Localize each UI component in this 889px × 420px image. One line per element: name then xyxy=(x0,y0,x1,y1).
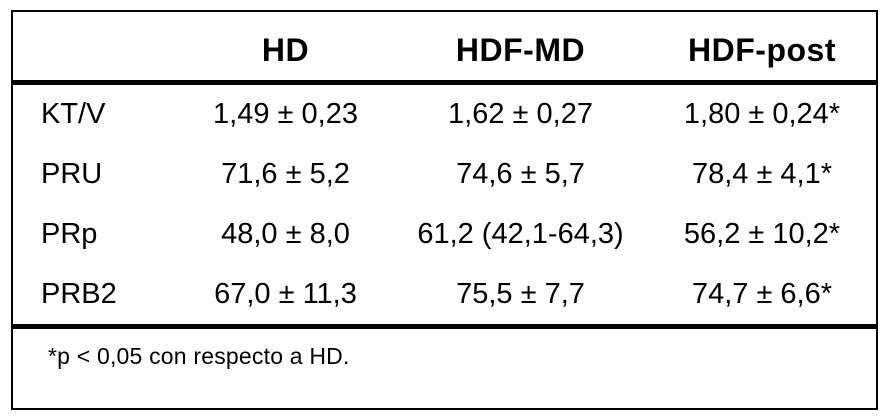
header-divider-rule xyxy=(13,80,876,85)
value-prp-hdf-md: 61,2 (42,1-64,3) xyxy=(417,217,624,250)
table-body: KT/V 1,49 ± 0,23 1,62 ± 0,27 1,80 ± 0,24… xyxy=(13,85,876,324)
footnote-text: *p < 0,05 con respecto a HD. xyxy=(48,343,350,369)
row-label: KT/V xyxy=(41,98,106,131)
table-row-prb2: PRB2 67,0 ± 11,3 75,5 ± 7,7 74,7 ± 6,6* xyxy=(13,264,876,324)
value-ktv-hd: 1,49 ± 0,23 xyxy=(213,98,358,131)
column-header-hdf-md: HDF-MD xyxy=(455,31,586,68)
column-header-hd: HD xyxy=(261,31,310,68)
results-table: HD HDF-MD HDF-post KT/V 1,49 ± 0,23 1,62… xyxy=(11,10,878,410)
table-header-row: HD HDF-MD HDF-post xyxy=(13,12,876,80)
column-header-hdf-post: HDF-post xyxy=(688,31,836,68)
value-ktv-hdf-post: 1,80 ± 0,24* xyxy=(683,98,841,131)
value-prb2-hd: 67,0 ± 11,3 xyxy=(214,277,357,310)
row-label: PRp xyxy=(41,217,98,250)
value-prb2-hdf-md: 75,5 ± 7,7 xyxy=(456,277,585,310)
table-row-ktv: KT/V 1,49 ± 0,23 1,62 ± 0,27 1,80 ± 0,24… xyxy=(13,85,876,145)
row-label: PRB2 xyxy=(41,277,117,310)
value-pru-hd: 71,6 ± 5,2 xyxy=(221,158,350,191)
value-pru-hdf-post: 78,4 ± 4,1* xyxy=(691,158,833,191)
value-prp-hd: 48,0 ± 8,0 xyxy=(221,217,350,250)
table-row-pru: PRU 71,6 ± 5,2 74,6 ± 5,7 78,4 ± 4,1* xyxy=(13,145,876,205)
value-prp-hdf-post: 56,2 ± 10,2* xyxy=(683,217,841,250)
value-prb2-hdf-post: 74,7 ± 6,6* xyxy=(691,277,833,310)
value-pru-hdf-md: 74,6 ± 5,7 xyxy=(456,158,585,191)
footer-divider-rule xyxy=(13,324,876,329)
row-label: PRU xyxy=(41,158,103,191)
footnote-area: *p < 0,05 con respecto a HD. xyxy=(13,329,876,408)
table-row-prp: PRp 48,0 ± 8,0 61,2 (42,1-64,3) 56,2 ± 1… xyxy=(13,205,876,265)
value-ktv-hdf-md: 1,62 ± 0,27 xyxy=(448,98,593,131)
